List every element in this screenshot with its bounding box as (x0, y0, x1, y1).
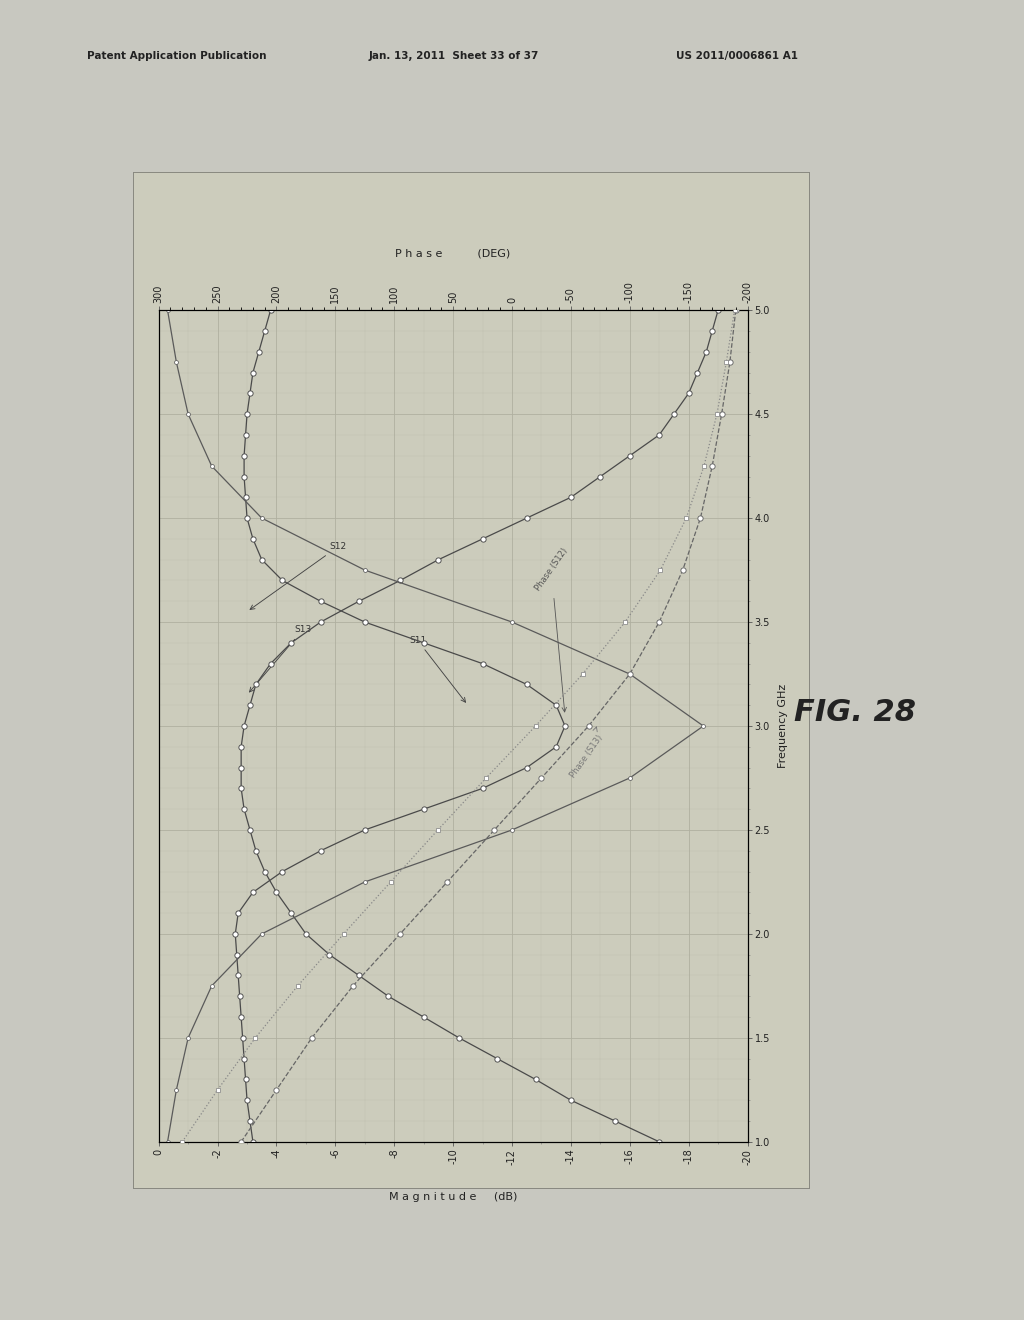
Text: S11: S11 (409, 636, 466, 702)
Text: Phase (S13): Phase (S13) (568, 727, 605, 780)
Y-axis label: Frequency GHz: Frequency GHz (778, 684, 788, 768)
Text: Patent Application Publication: Patent Application Publication (87, 51, 266, 62)
X-axis label: P h a s e          (DEG): P h a s e (DEG) (395, 248, 511, 259)
Text: FIG. 28: FIG. 28 (794, 698, 916, 727)
X-axis label: M a g n i t u d e     (dB): M a g n i t u d e (dB) (389, 1192, 517, 1203)
Text: Jan. 13, 2011  Sheet 33 of 37: Jan. 13, 2011 Sheet 33 of 37 (369, 51, 539, 62)
Text: S13: S13 (250, 626, 311, 692)
Text: US 2011/0006861 A1: US 2011/0006861 A1 (676, 51, 798, 62)
Text: S12: S12 (250, 543, 346, 610)
Text: Phase (S12): Phase (S12) (534, 546, 569, 711)
